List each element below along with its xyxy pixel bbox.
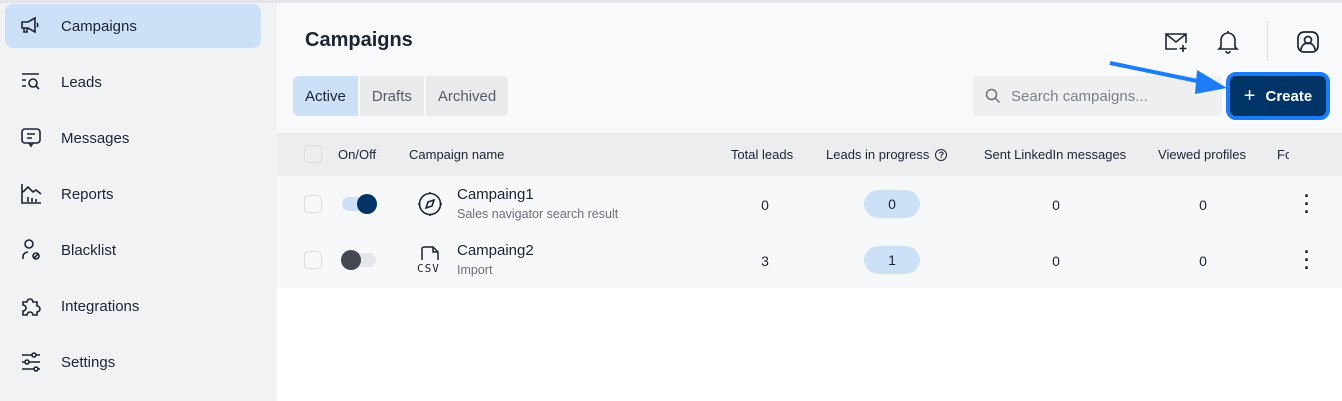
sidebar-item-messages[interactable]: Messages [5, 116, 261, 160]
col-viewed-profiles[interactable]: Viewed profiles [1158, 147, 1246, 162]
sidebar-item-label: Messages [61, 129, 130, 147]
plus-icon: + [1243, 84, 1256, 107]
row-checkbox[interactable] [304, 195, 322, 213]
sidebar-item-label: Blacklist [61, 241, 117, 259]
sliders-icon [22, 352, 40, 372]
leads-in-progress-badge[interactable]: 0 [864, 190, 920, 218]
search-icon [985, 88, 1001, 104]
campaign-source: Import [457, 263, 493, 277]
sidebar-item-campaigns[interactable]: Campaigns [5, 4, 261, 48]
main-content: Campaigns Active Drafts Archived + Creat… [277, 3, 1342, 401]
divider [1267, 21, 1268, 61]
tab-drafts[interactable]: Drafts [359, 76, 424, 116]
search-box [973, 76, 1222, 116]
col-truncated: Fo [1277, 147, 1289, 162]
header: Campaigns Active Drafts Archived + Creat… [277, 3, 1342, 131]
select-all-checkbox[interactable] [304, 145, 322, 163]
table-row[interactable]: CSV Campaing2 Import 3 1 0 0 · · · [277, 232, 1342, 288]
puzzle-icon [22, 298, 41, 316]
table-row[interactable]: Campaing1 Sales navigator search result … [277, 176, 1342, 232]
sidebar-item-blacklist[interactable]: Blacklist [5, 228, 261, 272]
col-sent-linkedin-messages[interactable]: Sent LinkedIn messages [983, 147, 1127, 162]
search-input[interactable] [1011, 87, 1211, 105]
annotation-arrow [1109, 61, 1227, 94]
campaign-name[interactable]: Campaing2 [457, 242, 534, 259]
tab-archived[interactable]: Archived [425, 76, 509, 116]
bell-icon[interactable] [1215, 29, 1241, 55]
col-leads-in-progress[interactable]: Leads in progress? [826, 147, 948, 162]
more-options-icon[interactable]: · · · [1304, 186, 1310, 222]
csv-icon-label: CSV [417, 262, 440, 275]
sidebar-item-label: Leads [61, 73, 102, 91]
on-off-toggle[interactable] [341, 250, 376, 270]
row-checkbox[interactable] [304, 251, 322, 269]
sidebar-item-settings[interactable]: Settings [5, 340, 261, 384]
message-icon [21, 128, 41, 148]
sidebar-item-label: Integrations [61, 297, 140, 315]
top-border [0, 0, 1342, 3]
chart-icon [21, 184, 42, 204]
total-leads: 3 [761, 253, 769, 269]
table-header: On/Off Campaign name Total leads Leads i… [277, 132, 1342, 176]
col-campaign-name[interactable]: Campaign name [409, 147, 505, 162]
col-total-leads[interactable]: Total leads [730, 147, 794, 162]
compass-icon [418, 192, 442, 216]
col-on-off: On/Off [338, 147, 377, 162]
sent-messages: 0 [1052, 197, 1060, 213]
sidebar-item-label: Settings [61, 353, 116, 371]
create-button[interactable]: + Create [1226, 72, 1330, 120]
page-title: Campaigns [305, 29, 413, 51]
tab-active[interactable]: Active [293, 76, 358, 116]
sidebar-item-leads[interactable]: Leads [5, 60, 261, 104]
sidebar-item-label: Campaigns [61, 17, 137, 35]
more-options-icon[interactable]: · · · [1304, 242, 1310, 278]
sidebar-item-reports[interactable]: Reports [5, 172, 261, 216]
campaign-source: Sales navigator search result [457, 207, 619, 221]
mail-plus-icon[interactable] [1163, 29, 1189, 55]
campaign-name[interactable]: Campaing1 [457, 186, 534, 203]
user-blocked-icon [22, 239, 40, 260]
megaphone-icon [21, 16, 39, 34]
csv-file-icon [421, 246, 439, 260]
sidebar-item-integrations[interactable]: Integrations [5, 284, 261, 328]
list-search-icon [22, 73, 40, 90]
sidebar-item-label: Reports [61, 185, 114, 203]
create-label: Create [1265, 87, 1313, 105]
user-profile-icon[interactable] [1295, 29, 1321, 55]
total-leads: 0 [761, 197, 769, 213]
help-icon[interactable]: ? [935, 148, 948, 161]
on-off-toggle[interactable] [342, 194, 377, 214]
campaign-tabs: Active Drafts Archived [293, 76, 509, 116]
sent-messages: 0 [1052, 253, 1060, 269]
viewed-profiles: 0 [1199, 197, 1207, 213]
leads-in-progress-badge[interactable]: 1 [864, 246, 920, 274]
sidebar: Campaigns Leads Messages Reports Blackli… [0, 3, 277, 401]
col-label: Leads in progress [826, 147, 930, 162]
viewed-profiles: 0 [1199, 253, 1207, 269]
